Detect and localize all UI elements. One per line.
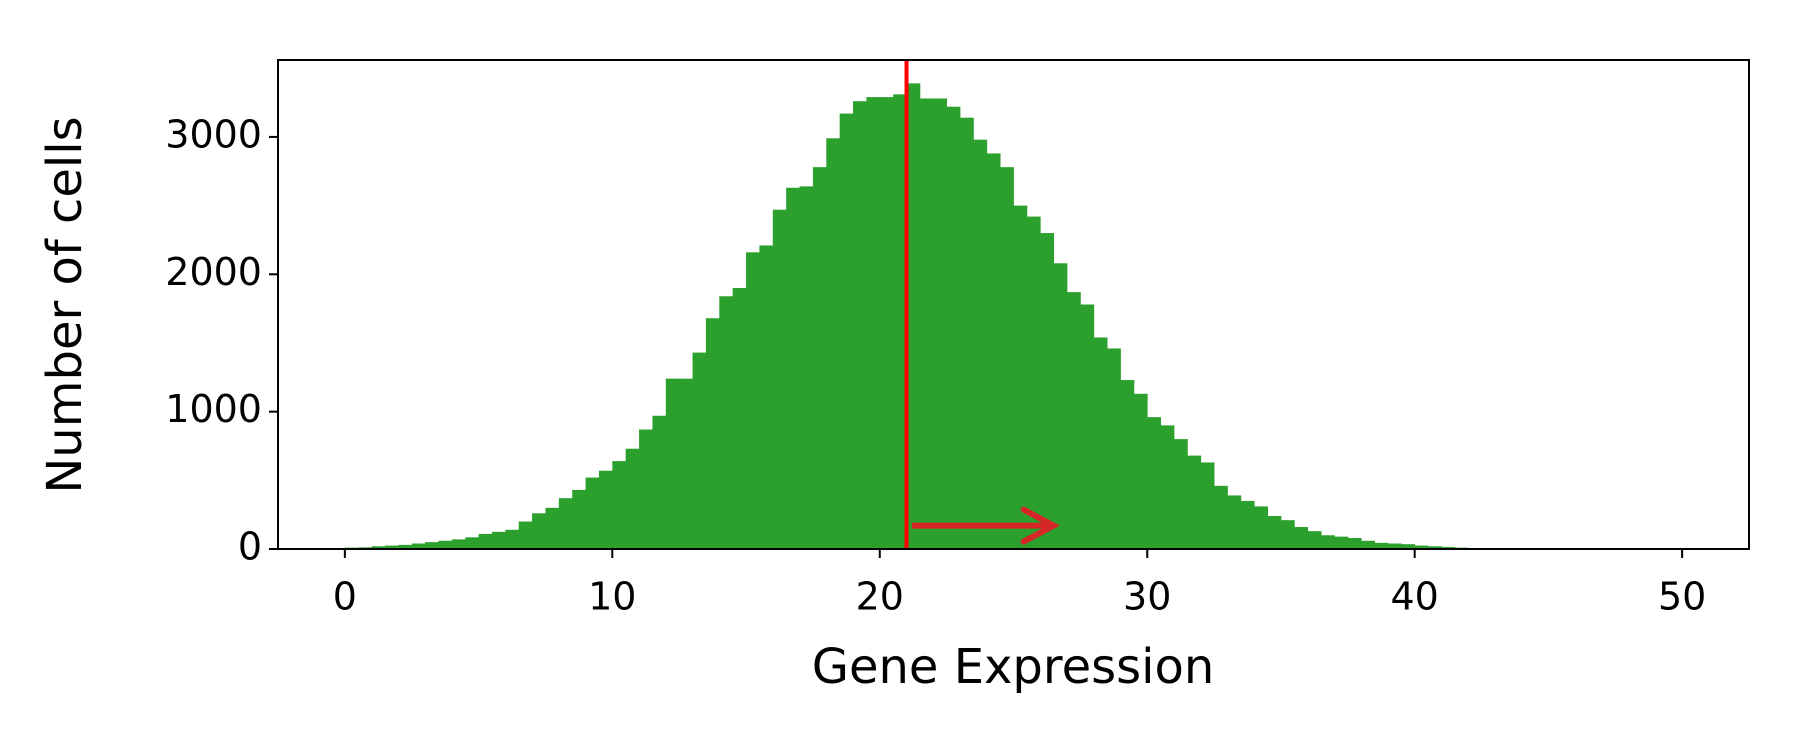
bar	[879, 97, 894, 549]
bar	[732, 288, 747, 549]
bar	[545, 507, 560, 549]
bar	[986, 153, 1001, 550]
bar	[371, 546, 386, 549]
bar	[705, 318, 720, 549]
bar	[853, 101, 867, 550]
bar	[839, 113, 854, 549]
bar	[478, 533, 493, 549]
bar	[558, 498, 573, 549]
bar	[1374, 542, 1389, 549]
y-tick-label: 2000	[165, 250, 262, 294]
bar	[1321, 535, 1335, 549]
bar	[425, 542, 439, 549]
bar	[1267, 516, 1282, 549]
bar	[1227, 495, 1242, 549]
bar	[1361, 540, 1375, 549]
bar	[1120, 380, 1135, 549]
bar	[1387, 543, 1402, 549]
bar	[572, 489, 586, 549]
bar	[1200, 462, 1215, 549]
bar	[799, 186, 814, 549]
bar	[1053, 263, 1068, 549]
bar	[719, 296, 734, 549]
bar	[826, 138, 841, 550]
bar	[411, 543, 426, 549]
bar	[919, 98, 934, 550]
bar	[1280, 520, 1295, 549]
bar	[598, 470, 613, 549]
bar	[1093, 337, 1108, 549]
bar	[612, 461, 627, 549]
bar	[759, 245, 774, 549]
x-tick-label: 20	[856, 575, 904, 619]
bar	[1026, 216, 1041, 549]
bar	[438, 540, 453, 549]
axes-frame	[277, 59, 1750, 550]
bar	[786, 187, 800, 549]
x-tick-label: 40	[1391, 575, 1439, 619]
bar	[1334, 536, 1349, 549]
bar	[398, 544, 413, 549]
y-tick-label: 3000	[165, 112, 262, 156]
bar	[1133, 393, 1148, 549]
bar	[451, 539, 466, 549]
bar	[1187, 455, 1202, 549]
bar	[625, 448, 640, 549]
bar	[585, 477, 600, 549]
bar	[518, 521, 533, 549]
x-tick-label: 10	[588, 575, 636, 619]
bar	[1000, 167, 1014, 549]
bar	[1428, 546, 1442, 549]
bar	[1214, 485, 1228, 549]
bar	[1066, 292, 1081, 549]
bar	[1254, 506, 1268, 549]
bar	[1441, 546, 1456, 549]
bar	[1240, 500, 1255, 549]
bar	[1080, 304, 1095, 549]
bar	[866, 97, 881, 549]
bar	[1347, 538, 1362, 549]
bar	[679, 378, 693, 549]
bar	[1401, 544, 1416, 549]
bar	[1173, 439, 1188, 549]
bar	[465, 537, 479, 549]
bar	[933, 98, 948, 550]
bar	[1013, 205, 1028, 549]
y-axis-label: Number of cells	[37, 116, 93, 493]
bar	[946, 106, 961, 550]
bar	[384, 545, 399, 549]
y-tick-label: 0	[238, 525, 262, 569]
bar	[1107, 348, 1121, 549]
bar	[692, 352, 707, 549]
bar	[812, 167, 827, 549]
bar	[639, 429, 653, 549]
x-tick-label: 0	[333, 575, 357, 619]
bar	[1294, 527, 1309, 549]
bar	[906, 83, 921, 549]
bar	[893, 94, 907, 549]
bar	[505, 529, 520, 549]
arrow-head	[1020, 506, 1060, 545]
x-axis-label: Gene Expression	[812, 639, 1215, 695]
x-tick-label: 50	[1658, 575, 1706, 619]
y-tick-label: 1000	[165, 387, 262, 431]
bar	[1147, 417, 1161, 549]
bar	[1414, 545, 1429, 549]
bar	[973, 139, 988, 550]
bar	[665, 378, 680, 549]
bar	[491, 531, 506, 549]
bar	[772, 209, 787, 549]
bar	[532, 513, 546, 549]
bar	[1040, 233, 1055, 549]
x-tick-label: 30	[1123, 575, 1171, 619]
bar	[1160, 425, 1175, 549]
bar	[746, 252, 760, 549]
bar	[960, 117, 974, 549]
bar	[1307, 531, 1322, 549]
bar	[652, 415, 667, 549]
